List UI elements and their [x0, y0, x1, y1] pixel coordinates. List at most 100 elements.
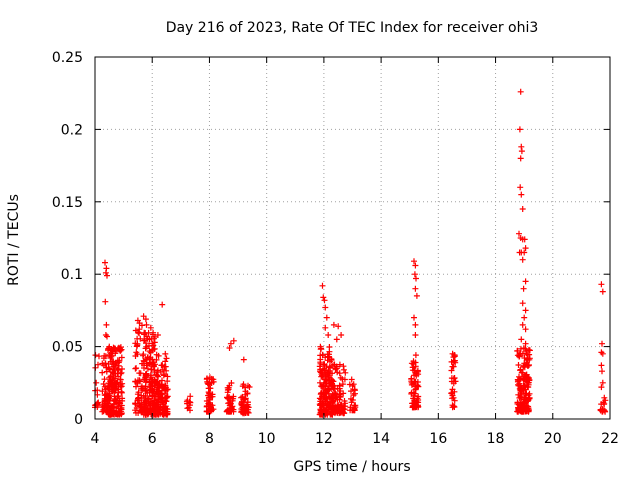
data-point	[102, 269, 109, 276]
data-point	[99, 360, 106, 367]
data-point	[336, 382, 343, 389]
data-point	[330, 321, 337, 328]
data-point	[320, 294, 327, 301]
data-point	[164, 393, 171, 400]
data-point	[149, 346, 156, 353]
data-point	[141, 358, 148, 365]
data-point	[340, 363, 347, 370]
data-point	[410, 395, 417, 402]
data-point	[598, 349, 605, 356]
data-point	[185, 404, 192, 411]
data-point	[143, 321, 150, 328]
data-point	[133, 383, 139, 390]
data-point	[449, 363, 456, 370]
data-point	[519, 256, 526, 263]
data-point	[333, 365, 340, 372]
data-point	[161, 390, 168, 397]
data-point	[154, 410, 161, 417]
data-point	[154, 378, 161, 385]
data-point	[164, 406, 171, 413]
y-tick-label: 0.05	[52, 340, 83, 356]
data-point	[134, 335, 141, 342]
data-point	[138, 403, 144, 410]
data-point	[133, 349, 140, 356]
data-point	[521, 355, 528, 361]
data-point	[599, 350, 606, 357]
data-point	[408, 376, 415, 382]
data-point	[408, 390, 415, 397]
data-point	[451, 358, 458, 365]
data-point	[229, 403, 236, 410]
data-point	[147, 386, 154, 393]
data-point	[413, 275, 419, 282]
data-point	[241, 407, 248, 414]
data-point	[135, 329, 142, 336]
data-point	[517, 155, 524, 162]
x-tick-label: 14	[372, 431, 390, 447]
data-point	[599, 340, 605, 347]
data-point	[448, 375, 455, 382]
data-point	[207, 408, 214, 415]
data-point	[321, 386, 328, 392]
data-point	[183, 398, 190, 405]
data-point	[448, 367, 455, 374]
data-point	[246, 384, 253, 390]
data-point	[209, 391, 216, 398]
data-point	[151, 335, 157, 342]
data-point	[601, 408, 608, 415]
data-point	[350, 392, 357, 399]
data-point	[520, 345, 527, 352]
data-point	[415, 404, 421, 411]
data-point	[516, 230, 522, 237]
grid-lines	[95, 57, 610, 419]
data-point	[115, 389, 122, 396]
data-point	[136, 370, 143, 377]
data-point	[337, 394, 344, 400]
data-point	[598, 281, 605, 288]
data-point	[323, 402, 330, 409]
data-point	[522, 245, 529, 252]
data-point	[142, 316, 149, 323]
data-point	[184, 405, 191, 412]
data-point	[324, 410, 331, 416]
x-tick-label: 8	[205, 431, 214, 447]
data-point	[415, 371, 422, 378]
data-point	[412, 352, 419, 359]
data-point	[152, 403, 159, 410]
data-point	[514, 348, 521, 354]
data-point	[160, 400, 167, 407]
data-point	[145, 405, 152, 411]
data-point	[132, 365, 139, 372]
data-point	[321, 297, 328, 304]
data-point	[330, 378, 337, 385]
data-point	[160, 410, 167, 417]
data-point	[102, 259, 108, 266]
data-point	[104, 333, 110, 340]
data-point	[134, 396, 141, 403]
data-point	[100, 381, 107, 387]
data-point	[597, 406, 604, 413]
data-point	[139, 352, 146, 359]
data-point	[522, 326, 529, 333]
data-point	[102, 353, 109, 360]
x-tick-label: 22	[601, 431, 619, 447]
data-point	[342, 369, 349, 376]
data-point	[150, 342, 157, 349]
data-point	[516, 385, 523, 392]
y-tick-label: 0.2	[61, 122, 83, 138]
data-point	[516, 126, 523, 133]
data-point	[118, 410, 125, 417]
y-tick-label: 0.15	[52, 195, 83, 211]
data-point	[599, 288, 606, 295]
data-points	[92, 88, 609, 418]
data-point	[520, 285, 527, 292]
data-point	[523, 374, 530, 381]
data-point	[187, 399, 194, 406]
data-point	[133, 405, 140, 411]
data-point	[153, 356, 160, 363]
data-point	[348, 388, 354, 395]
data-point	[115, 373, 122, 380]
data-point	[141, 376, 148, 382]
data-point	[154, 332, 161, 338]
data-point	[224, 387, 231, 393]
